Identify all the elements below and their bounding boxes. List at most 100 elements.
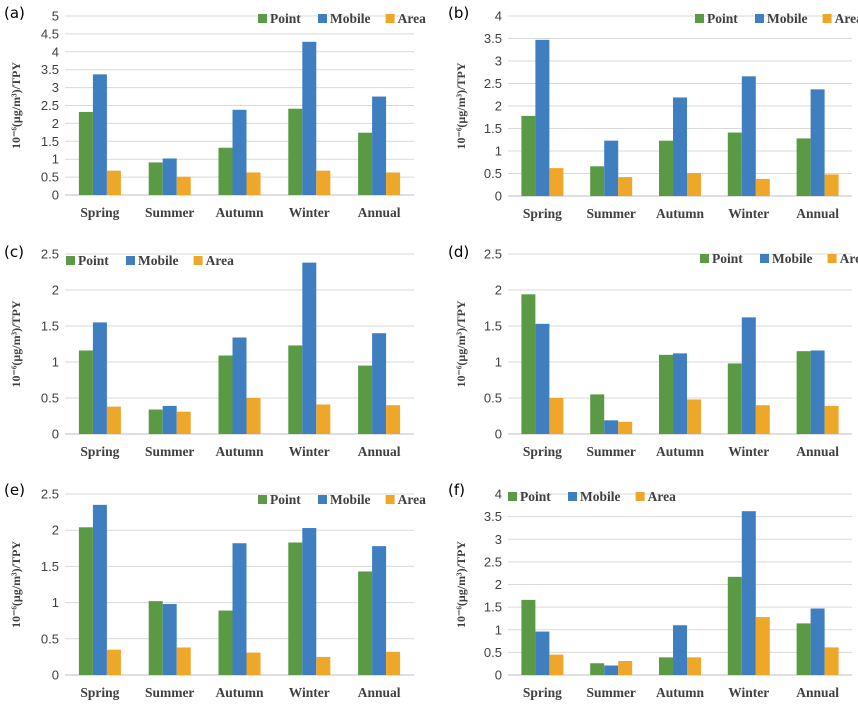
bar-mobile-summer: [162, 158, 177, 195]
legend-swatch-point: [258, 14, 267, 23]
x-tick-label: Spring: [523, 444, 562, 459]
bar-area-annual: [824, 174, 839, 196]
bar-mobile-winter: [302, 262, 317, 434]
bar-area-autumn: [687, 657, 701, 675]
y-tick-label: 0.5: [484, 166, 502, 181]
bar-point-spring: [78, 527, 93, 675]
y-tick-label: 2: [495, 577, 502, 592]
legend-label-mobile: Mobile: [580, 489, 621, 504]
legend-label-area: Area: [398, 492, 426, 507]
legend-swatch-mobile: [318, 495, 327, 504]
bar-area-annual: [386, 405, 401, 434]
bar-mobile-winter: [741, 511, 756, 675]
bar-point-winter: [727, 132, 742, 196]
legend-label-area: Area: [206, 253, 234, 268]
x-tick-label: Spring: [523, 206, 562, 221]
panel-label: (b): [448, 4, 469, 22]
y-tick-label: 4: [495, 487, 502, 502]
y-tick-label: 0: [52, 427, 59, 442]
y-tick-label: 0.5: [484, 645, 502, 660]
x-tick-label: Spring: [523, 685, 562, 700]
bar-point-spring: [521, 115, 536, 196]
x-tick-label: Spring: [80, 685, 119, 700]
y-tick-label: 3: [495, 532, 502, 547]
bar-area-winter: [755, 178, 770, 196]
legend-swatch-point: [695, 14, 704, 23]
bar-mobile-autumn: [673, 353, 687, 434]
bar-mobile-spring: [92, 74, 107, 195]
bar-point-autumn: [218, 355, 233, 434]
legend-swatch-point: [258, 495, 267, 504]
bar-mobile-autumn: [232, 109, 247, 195]
y-tick-label: 4: [495, 9, 502, 24]
x-tick-label: Autumn: [656, 444, 705, 459]
bar-mobile-autumn: [673, 625, 687, 675]
y-tick-label: 3.5: [484, 509, 502, 524]
bar-point-autumn: [659, 354, 673, 434]
legend-swatch-point: [508, 492, 517, 501]
x-tick-label: Spring: [80, 205, 119, 220]
x-tick-label: Summer: [586, 206, 636, 221]
bar-point-autumn: [659, 657, 673, 675]
bar-point-annual: [796, 351, 811, 434]
x-tick-label: Annual: [796, 685, 839, 700]
bar-area-autumn: [246, 398, 261, 434]
legend-swatch-point: [66, 256, 75, 265]
y-tick-label: 4.5: [41, 26, 59, 41]
bar-mobile-summer: [604, 420, 619, 434]
y-tick-label: 2.5: [41, 247, 59, 262]
panel-label: (e): [4, 481, 25, 499]
legend-label-area: Area: [835, 11, 858, 26]
y-tick-label: 1.5: [484, 121, 502, 136]
bar-area-summer: [176, 411, 191, 434]
bar-area-summer: [176, 176, 191, 195]
bar-mobile-spring: [92, 504, 107, 675]
y-tick-label: 5: [52, 9, 59, 24]
bar-area-autumn: [246, 172, 261, 195]
bar-point-summer: [148, 162, 163, 195]
legend-label-point: Point: [78, 253, 109, 268]
bar-mobile-annual: [372, 546, 387, 675]
legend-label-point: Point: [712, 251, 743, 266]
bar-area-winter: [316, 404, 331, 434]
x-tick-label: Winter: [728, 206, 769, 221]
legend-label-area: Area: [840, 251, 858, 266]
panel-label: (a): [4, 4, 25, 22]
bar-point-winter: [727, 363, 742, 434]
y-tick-label: 4: [52, 44, 59, 59]
bar-area-spring: [549, 168, 564, 196]
bar-point-spring: [78, 350, 93, 434]
bar-area-spring: [549, 654, 564, 675]
chart-panel-c: (c) 10⁻⁶(μg/m³)/TPY 0 0.5 1 1.5 2 2.5 Spring Summ…: [4, 243, 414, 459]
legend-swatch-mobile: [755, 14, 764, 23]
y-tick-label: 1.5: [41, 134, 59, 149]
y-tick-label: 0: [52, 188, 59, 203]
y-axis-label: 10⁻⁶(μg/m³)/TPY: [9, 541, 23, 628]
bar-area-spring: [106, 170, 121, 195]
x-tick-label: Autumn: [656, 206, 705, 221]
x-tick-label: Autumn: [215, 685, 264, 700]
y-tick-label: 0.5: [41, 170, 59, 185]
y-tick-label: 2.5: [484, 76, 502, 91]
y-tick-label: 1: [52, 355, 59, 370]
bar-point-spring: [521, 599, 536, 675]
x-tick-label: Summer: [586, 685, 636, 700]
x-tick-label: Autumn: [215, 444, 264, 459]
bar-mobile-winter: [741, 317, 756, 434]
bar-point-winter: [288, 108, 303, 195]
bar-area-winter: [316, 656, 331, 675]
bar-mobile-annual: [810, 350, 825, 434]
x-tick-label: Winter: [289, 685, 330, 700]
panel-label: (c): [4, 243, 24, 261]
bar-area-annual: [386, 651, 401, 675]
y-tick-label: 0: [495, 668, 502, 683]
bar-mobile-autumn: [673, 97, 687, 196]
x-tick-label: Summer: [145, 205, 195, 220]
y-tick-label: 2: [52, 283, 59, 298]
bar-area-autumn: [687, 399, 701, 434]
y-tick-label: 0: [495, 189, 502, 204]
bar-area-summer: [618, 177, 633, 196]
x-tick-label: Annual: [358, 444, 401, 459]
x-tick-label: Annual: [358, 205, 401, 220]
